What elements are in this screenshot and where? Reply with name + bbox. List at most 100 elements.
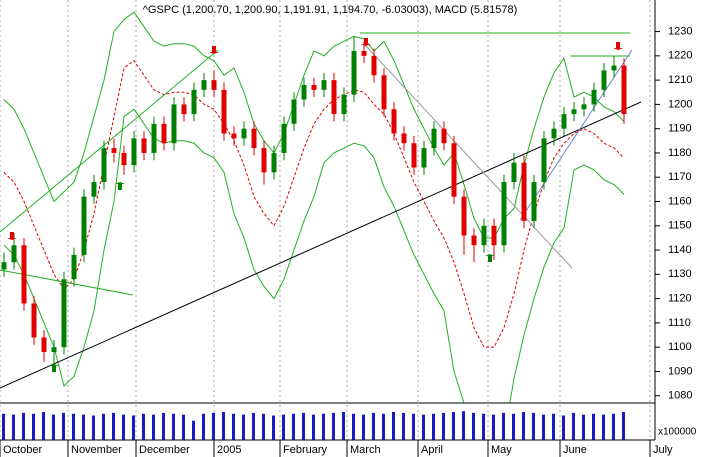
candle-body: [291, 99, 297, 124]
candle-body: [181, 104, 187, 115]
volume-bar: [492, 414, 495, 440]
candle-body: [531, 182, 537, 221]
x-tick-label: May: [491, 444, 512, 456]
candle-body: [1, 262, 7, 270]
candle-body: [511, 162, 517, 183]
candle-body: [61, 279, 67, 348]
volume-bar: [312, 414, 315, 440]
x-tick-label: February: [283, 444, 328, 456]
volume-bar: [32, 413, 35, 440]
candle-body: [271, 152, 277, 173]
volume-bar: [522, 412, 525, 440]
volume-bar: [42, 412, 45, 440]
volume-bar: [292, 413, 295, 440]
volume-unit: x100000: [658, 427, 697, 438]
volume-bar: [512, 413, 515, 440]
buy-arrow: [485, 254, 495, 262]
volume-bar: [92, 415, 95, 440]
y-tick-label: 1200: [668, 98, 692, 110]
candle-body: [151, 123, 157, 153]
volume-bar: [392, 412, 395, 440]
volume-bar: [172, 413, 175, 440]
candle-body: [71, 254, 77, 280]
grid: [0, 0, 651, 440]
candle-body: [611, 65, 617, 71]
volume-bar: [402, 412, 405, 440]
volume-bar: [212, 412, 215, 440]
candle-body: [221, 89, 227, 134]
signals: [7, 38, 623, 372]
y-tick-label: 1100: [668, 341, 692, 353]
y-tick-label: 1110: [668, 317, 691, 329]
x-tick-label: April: [421, 444, 443, 456]
volume-bar: [472, 412, 475, 440]
volume-bar: [252, 412, 255, 440]
candle-body: [621, 65, 627, 115]
trend-line: [364, 44, 573, 269]
y-tick-label: 1150: [668, 220, 692, 232]
x-tick-label: December: [139, 444, 190, 456]
candle-body: [471, 235, 477, 246]
volume-bar: [332, 412, 335, 440]
candle-body: [321, 80, 327, 90]
volume-bar: [502, 412, 505, 440]
candle-body: [431, 128, 437, 149]
candle-body: [421, 148, 427, 168]
volume-bar: [372, 412, 375, 440]
candle-body: [161, 123, 167, 144]
sell-arrow: [613, 42, 623, 50]
volume-bar: [602, 414, 605, 440]
volume-bar: [532, 412, 535, 440]
x-tick-label: 2005: [217, 444, 241, 456]
candle-body: [581, 104, 587, 110]
trend-line: [0, 49, 219, 233]
y-tick-label: 1170: [668, 171, 692, 183]
volume-bar: [562, 415, 565, 440]
candle-body: [191, 89, 197, 115]
candle-body: [571, 109, 577, 115]
volume-bar: [572, 412, 575, 440]
volume-bar: [1, 413, 5, 440]
volume-bar: [352, 413, 355, 440]
candle-body: [281, 123, 287, 153]
candle-body: [591, 89, 597, 105]
volume-bar: [122, 414, 125, 440]
candle-body: [491, 225, 497, 246]
volume-bar: [282, 414, 285, 440]
volume-bar: [382, 413, 385, 440]
buy-arrow: [115, 182, 125, 190]
volume-bar: [482, 413, 485, 440]
sell-arrow: [361, 38, 371, 46]
candle-body: [11, 245, 17, 263]
volume-bar: [272, 415, 275, 440]
volume-bar: [542, 414, 545, 440]
candle-body: [91, 182, 97, 197]
candle-body: [351, 50, 357, 95]
volume-bar: [422, 414, 425, 440]
volume-bar: [322, 413, 325, 440]
volume-bar: [432, 413, 435, 440]
x-tick-label: November: [71, 444, 122, 456]
trend-line: [519, 49, 633, 221]
y-tick-label: 1140: [668, 244, 692, 256]
volume-bar: [342, 412, 345, 440]
chart-title: ^GSPC (1,200.70, 1,200.90, 1,191.91, 1,1…: [143, 4, 518, 16]
candles: [1, 36, 627, 372]
candle-body: [451, 143, 457, 197]
x-tick-label: June: [563, 444, 587, 456]
upper-band: [3, 11, 625, 239]
candle-body: [381, 75, 387, 110]
candle-body: [201, 80, 207, 90]
candle-body: [401, 133, 407, 144]
x-tick-label: July: [653, 444, 673, 456]
candle-body: [241, 128, 247, 139]
candle-body: [111, 148, 117, 153]
volume-bar: [22, 412, 25, 440]
x-tick-label: March: [350, 444, 381, 456]
volume-bar: [52, 414, 55, 440]
candle-body: [551, 128, 557, 139]
volume-bar: [442, 412, 445, 440]
candle-body: [171, 104, 177, 144]
candle-body: [301, 84, 307, 100]
